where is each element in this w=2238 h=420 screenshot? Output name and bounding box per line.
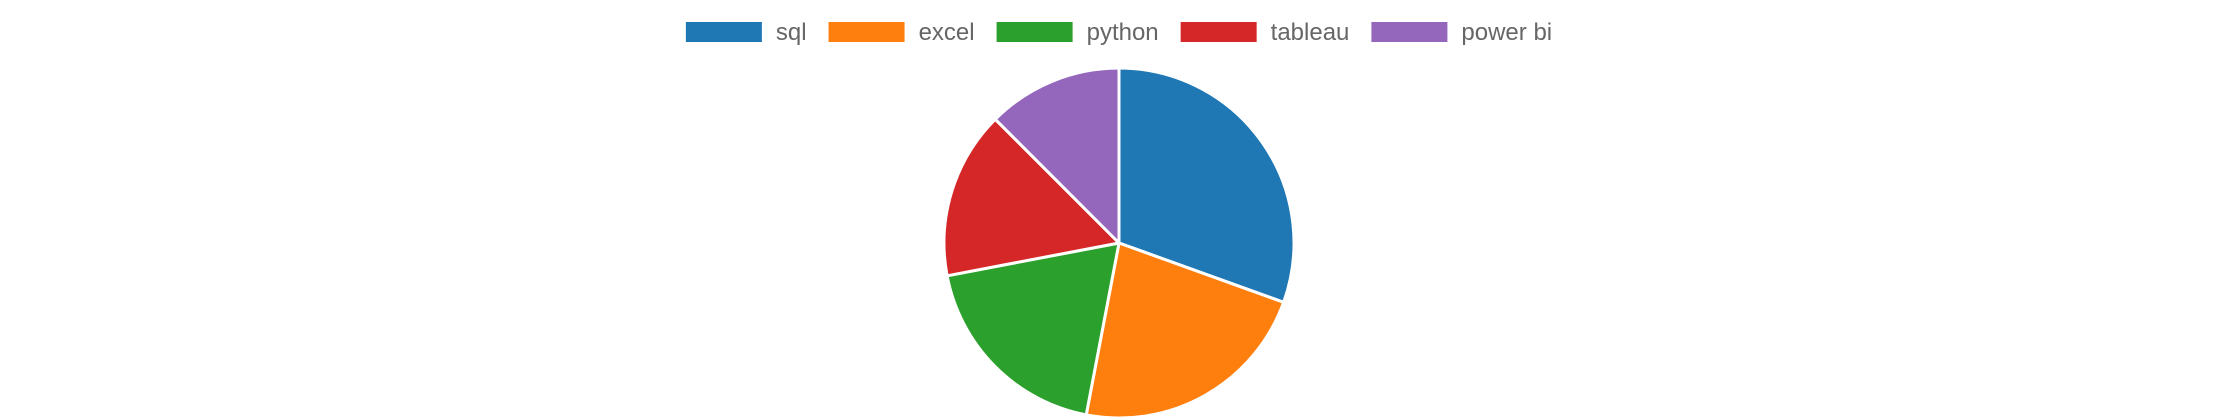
pie — [942, 66, 1296, 420]
legend-label: excel — [919, 19, 975, 46]
pie-slice-excel[interactable] — [1084, 241, 1286, 420]
legend-swatch — [996, 22, 1073, 42]
legend-swatch — [1371, 22, 1448, 42]
legend-label: python — [1087, 19, 1159, 46]
legend-item-python[interactable]: python — [996, 19, 1159, 46]
legend-swatch — [1180, 22, 1257, 42]
legend: sql excel python tableau power bi — [685, 19, 1552, 46]
pie-slice-power-bi[interactable] — [993, 66, 1121, 245]
pie-slice-tableau[interactable] — [942, 117, 1121, 278]
pie-slice-sql[interactable] — [1117, 66, 1296, 304]
legend-item-excel[interactable]: excel — [828, 19, 975, 46]
legend-label: tableau — [1271, 19, 1350, 46]
legend-label: power bi — [1461, 19, 1552, 46]
legend-label: sql — [776, 19, 807, 46]
legend-item-power-bi[interactable]: power bi — [1371, 19, 1552, 46]
legend-item-sql[interactable]: sql — [685, 19, 807, 46]
legend-swatch — [828, 22, 905, 42]
pie-slice-python[interactable] — [945, 241, 1121, 417]
legend-swatch — [685, 22, 762, 42]
legend-item-tableau[interactable]: tableau — [1180, 19, 1350, 46]
